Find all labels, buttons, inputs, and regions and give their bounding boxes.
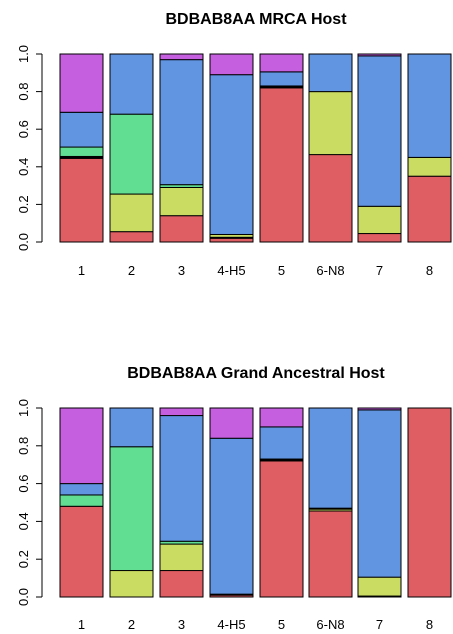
bar-segment-red: [308, 510, 353, 598]
y-tick-label: 1.0: [16, 45, 31, 63]
bar-segment-purple: [59, 53, 104, 113]
bar-segment-yellow: [357, 576, 402, 597]
y-tick-label: 0.2: [16, 195, 31, 213]
y-tick-label: 0.8: [16, 83, 31, 101]
bar-segment-yellow: [109, 193, 154, 233]
x-tick-label: 1: [78, 263, 85, 278]
bar-segment-green: [109, 113, 154, 195]
bar-segment-yellow: [308, 91, 353, 156]
x-tick-label: 8: [426, 263, 433, 278]
bar-segment-red: [59, 505, 104, 598]
bar-segment-purple: [357, 53, 402, 57]
bar-segment-green: [59, 146, 104, 157]
x-tick-label: 8: [426, 617, 433, 632]
y-tick-label: 0.4: [16, 512, 31, 530]
y-tick-label: 0.0: [16, 588, 31, 606]
bar-segment-blue: [159, 415, 204, 542]
x-tick-label: 5: [278, 263, 285, 278]
bar-segment-blue: [308, 407, 353, 509]
bar-segment-blue: [407, 53, 452, 158]
bar-segment-yellow: [159, 543, 204, 572]
bar-segment-blue: [209, 74, 254, 235]
chart-panel-1: BDBAB8AA MRCA Host 0.0 0.2 0.4 0.6 0.8 1.0 1 2 3 4…: [16, 11, 452, 278]
y-tick-label: 0.4: [16, 158, 31, 176]
bar-segment-yellow: [109, 570, 154, 598]
bar-segment-blue: [259, 426, 304, 460]
bar-segment-purple: [159, 53, 204, 61]
x-tick-label: 6-N8: [316, 617, 344, 632]
y-tick-label: 0.0: [16, 233, 31, 251]
bar-segment-blue: [159, 59, 204, 186]
x-tick-label: 3: [178, 263, 185, 278]
x-tick-label: 3: [178, 617, 185, 632]
bar-segment-purple: [59, 407, 104, 485]
bar-segment-yellow: [159, 186, 204, 217]
x-tick-label: 5: [278, 617, 285, 632]
y-tick-label: 1.0: [16, 399, 31, 417]
bar-segment-blue: [59, 111, 104, 148]
x-tick-label: 4-H5: [217, 617, 245, 632]
chart-title: BDBAB8AA Grand Ancestral Host: [127, 365, 385, 382]
bar-segment-red: [109, 231, 154, 243]
y-tick-label: 0.2: [16, 550, 31, 568]
bar-segment-red: [308, 154, 353, 243]
x-tick-label: 2: [128, 617, 135, 632]
bar-segment-blue: [59, 483, 104, 496]
bar-segment-red: [407, 407, 452, 598]
chart-title: BDBAB8AA MRCA Host: [165, 11, 347, 28]
bar-segment-red: [357, 233, 402, 243]
bar-segment-purple: [209, 407, 254, 439]
bar-segment-red: [159, 215, 204, 243]
bar-segment-red: [159, 570, 204, 598]
x-tick-label: 1: [78, 617, 85, 632]
bar-segment-blue: [109, 407, 154, 448]
bar-segment-purple: [357, 407, 402, 411]
bar-segment-blue: [357, 409, 402, 578]
y-tick-label: 0.6: [16, 120, 31, 138]
bar-segment-green: [109, 446, 154, 572]
bar-segment-red: [259, 87, 304, 243]
x-tick-label: 7: [376, 263, 383, 278]
bar-segment-blue: [109, 53, 154, 115]
bar-segment-yellow: [407, 156, 452, 177]
x-tick-label: 7: [376, 617, 383, 632]
bar-segment-red: [259, 460, 304, 598]
bar-segment-purple: [209, 53, 254, 76]
bar-segment-red: [209, 237, 254, 243]
y-tick-label: 0.6: [16, 475, 31, 493]
bar-segment-red: [59, 157, 104, 243]
bar-segment-blue: [209, 437, 254, 595]
x-tick-label: 4-H5: [217, 263, 245, 278]
chart-panel-2: BDBAB8AA Grand Ancestral Host 0.0 0.2 0.4 0.…: [16, 365, 452, 632]
bar-segment-red: [407, 175, 452, 243]
bar-segment-purple: [259, 407, 304, 428]
x-tick-label: 2: [128, 263, 135, 278]
bar-segment-green: [59, 494, 104, 507]
bar-segment-purple: [259, 53, 304, 73]
x-tick-label: 6-N8: [316, 263, 344, 278]
bar-segment-blue: [308, 53, 353, 93]
bar-segment-blue: [357, 55, 402, 207]
bar-segment-purple: [159, 407, 204, 417]
bar-segment-blue: [259, 71, 304, 87]
y-tick-label: 0.8: [16, 437, 31, 455]
bar-segment-yellow: [357, 205, 402, 235]
